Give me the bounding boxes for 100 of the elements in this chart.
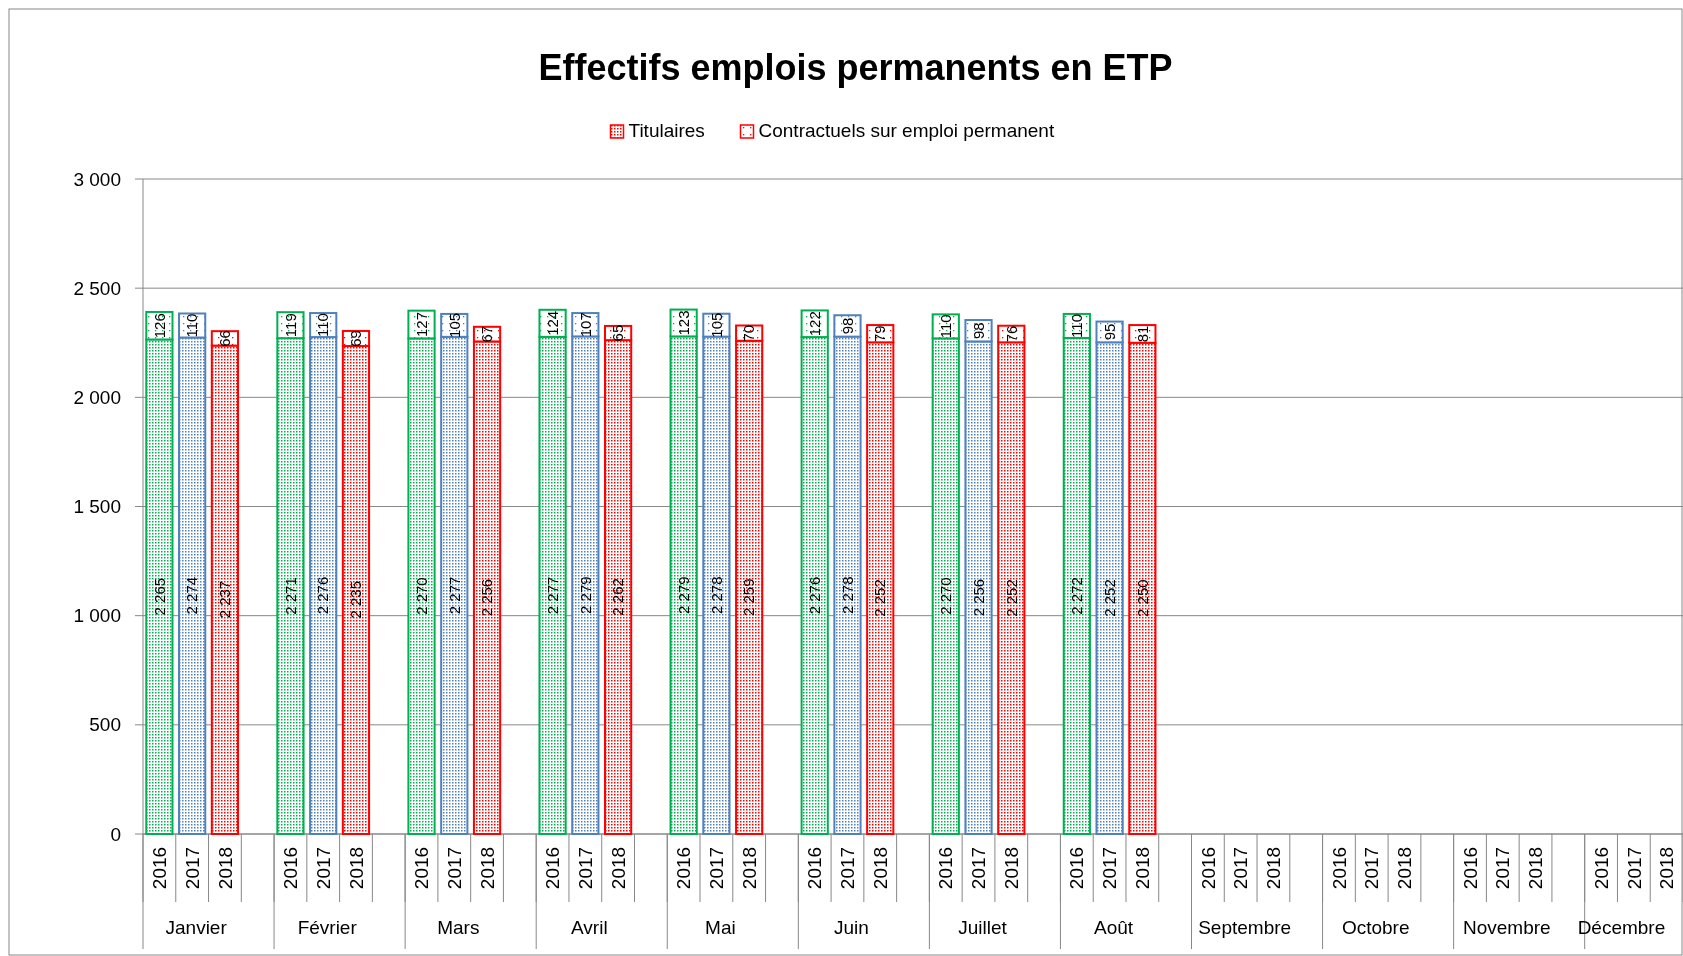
data-label: 2 256 <box>969 578 987 617</box>
data-label: 2 276 <box>314 576 332 615</box>
data-label: 98 <box>838 317 856 335</box>
text: Mars <box>437 917 480 938</box>
data-label: 110 <box>937 314 955 339</box>
data-label: 65 <box>609 324 627 342</box>
x-tick-label: 2016 <box>804 846 826 890</box>
y-tick-label: 2 000 <box>73 386 121 408</box>
x-tick-label: 2016 <box>1328 846 1350 890</box>
text: Juin <box>834 917 869 938</box>
data-label: 2 279 <box>674 576 692 614</box>
x-tick-label: 2017 <box>1230 846 1252 890</box>
data-label: 110 <box>314 313 332 338</box>
data-label: 2 278 <box>838 576 856 615</box>
x-tick-label: 2018 <box>738 846 760 890</box>
data-label: 2 250 <box>1133 579 1151 617</box>
x-tick-label: 2018 <box>476 846 498 890</box>
data-label: 123 <box>674 310 692 336</box>
legend-label: Titulaires <box>628 120 705 141</box>
data-label: 81 <box>1133 325 1151 343</box>
text: Août <box>1094 917 1134 938</box>
x-tick-label: 2016 <box>1197 846 1219 890</box>
data-label: 69 <box>347 330 365 347</box>
data-label: 127 <box>412 312 430 338</box>
text: Décembre <box>1577 917 1666 938</box>
data-label: 124 <box>543 310 561 336</box>
data-label: 107 <box>576 312 594 338</box>
data-label: 76 <box>1002 325 1020 343</box>
data-label: 79 <box>871 325 889 343</box>
data-label: 2 252 <box>1002 579 1020 617</box>
data-label: 2 279 <box>576 576 594 614</box>
x-tick-label: 2016 <box>411 846 433 890</box>
x-tick-label: 2018 <box>607 846 629 890</box>
data-label: 119 <box>281 313 299 338</box>
y-tick-label: 2 500 <box>73 277 121 299</box>
data-label: 110 <box>1068 313 1086 338</box>
x-tick-label: 2018 <box>869 846 891 890</box>
x-tick-label: 2017 <box>1623 846 1645 890</box>
data-label: 2 252 <box>1100 579 1118 617</box>
data-label: 2 274 <box>183 576 201 615</box>
x-tick-label: 2018 <box>214 846 236 890</box>
data-label: 2 270 <box>937 577 955 615</box>
data-label: 105 <box>445 312 463 338</box>
text: Janvier <box>165 917 228 938</box>
x-tick-label: 2016 <box>542 846 564 890</box>
x-tick-label: 2016 <box>149 846 171 890</box>
y-tick-label: 0 <box>110 823 121 845</box>
x-tick-label: 2018 <box>1132 846 1154 890</box>
legend-label: Contractuels sur emploi permanent <box>758 120 1055 141</box>
data-label: 2 277 <box>543 576 561 615</box>
data-label: 2 271 <box>281 577 299 615</box>
text: Juillet <box>958 917 1008 938</box>
data-label: 2 256 <box>478 578 496 617</box>
y-tick-label: 1 000 <box>73 605 121 627</box>
y-tick-label: 3 000 <box>73 168 121 190</box>
data-label: 2 237 <box>216 580 234 619</box>
text: Février <box>297 917 358 938</box>
chart-title: Effectifs emplois permanents en ETP <box>538 47 1173 88</box>
x-tick-label: 2017 <box>1099 846 1121 890</box>
y-tick-label: 500 <box>89 714 121 736</box>
x-tick-label: 2016 <box>1066 846 1088 890</box>
data-label: 2 259 <box>740 578 758 617</box>
x-tick-label: 2018 <box>345 846 367 890</box>
data-label: 105 <box>707 312 725 338</box>
x-tick-label: 2017 <box>181 846 203 890</box>
text: Novembre <box>1462 917 1551 938</box>
data-label: 67 <box>478 325 496 343</box>
data-label: 2 277 <box>445 576 463 615</box>
data-label: 126 <box>150 313 168 339</box>
data-label: 2 270 <box>412 577 430 615</box>
text: Septembre <box>1198 917 1292 938</box>
data-label: 2 235 <box>347 581 365 619</box>
data-label: 2 278 <box>707 576 725 615</box>
x-tick-label: 2017 <box>1492 846 1514 890</box>
x-tick-label: 2018 <box>1394 846 1416 890</box>
x-tick-label: 2016 <box>1459 846 1481 890</box>
data-label: 98 <box>969 322 987 340</box>
y-tick-label: 1 500 <box>73 496 121 518</box>
data-label: 66 <box>216 330 234 347</box>
x-tick-label: 2017 <box>968 846 990 890</box>
data-label: 110 <box>183 313 201 338</box>
data-label: 2 262 <box>609 578 627 616</box>
x-tick-label: 2018 <box>1000 846 1022 890</box>
x-tick-label: 2017 <box>312 846 334 890</box>
data-label: 2 252 <box>871 579 889 617</box>
x-tick-label: 2017 <box>443 846 465 890</box>
x-tick-label: 2018 <box>1525 846 1547 890</box>
data-label: 2 276 <box>805 576 823 615</box>
x-tick-label: 2016 <box>673 846 695 890</box>
text: Avril <box>571 917 608 938</box>
x-tick-label: 2016 <box>280 846 302 890</box>
data-label: 70 <box>740 324 758 342</box>
text: Octobre <box>1341 917 1410 938</box>
x-tick-label: 2016 <box>935 846 957 890</box>
data-label: 2 272 <box>1068 577 1086 615</box>
x-tick-label: 2016 <box>1590 846 1612 890</box>
x-tick-label: 2017 <box>1361 846 1383 890</box>
x-tick-label: 2017 <box>706 846 728 890</box>
x-tick-label: 2018 <box>1263 846 1285 890</box>
x-tick-label: 2017 <box>574 846 596 890</box>
